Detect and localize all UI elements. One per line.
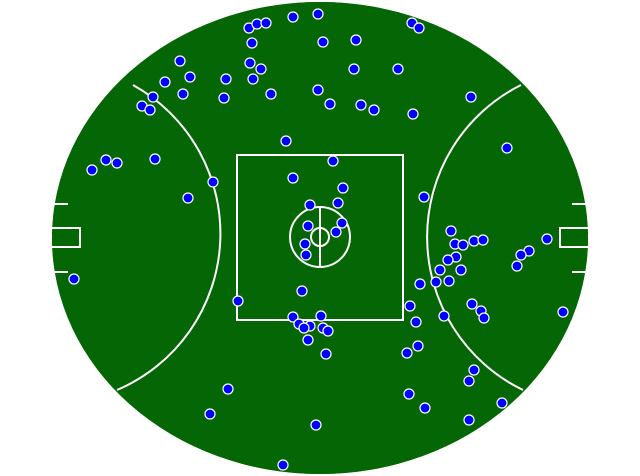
point	[403, 388, 415, 400]
point	[265, 88, 277, 100]
point	[220, 73, 232, 85]
point	[410, 316, 422, 328]
point	[246, 37, 258, 49]
point	[477, 234, 489, 246]
point	[442, 254, 454, 266]
point	[177, 88, 189, 100]
point	[204, 408, 216, 420]
point	[412, 340, 424, 352]
point	[496, 397, 508, 409]
point	[457, 239, 469, 251]
point	[324, 98, 336, 110]
point	[296, 285, 308, 297]
point	[260, 17, 272, 29]
point	[419, 402, 431, 414]
point	[302, 220, 314, 232]
point	[159, 76, 171, 88]
point	[315, 310, 327, 322]
point	[147, 91, 159, 103]
point	[68, 273, 80, 285]
point	[111, 157, 123, 169]
point	[368, 104, 380, 116]
point	[465, 91, 477, 103]
point	[312, 84, 324, 96]
point	[144, 104, 156, 116]
point	[300, 249, 312, 261]
point	[466, 298, 478, 310]
point	[350, 34, 362, 46]
point	[430, 276, 442, 288]
point	[244, 57, 256, 69]
point	[232, 295, 244, 307]
point	[287, 311, 299, 323]
point	[310, 419, 322, 431]
point	[174, 55, 186, 67]
point	[501, 142, 513, 154]
point	[277, 459, 289, 471]
point	[184, 71, 196, 83]
point	[511, 260, 523, 272]
point	[182, 192, 194, 204]
point	[312, 8, 324, 20]
point	[304, 199, 316, 211]
point	[299, 238, 311, 250]
point	[515, 249, 527, 261]
point	[280, 135, 292, 147]
point	[287, 11, 299, 23]
point	[332, 197, 344, 209]
point	[463, 375, 475, 387]
point	[418, 191, 430, 203]
point	[445, 225, 457, 237]
point	[455, 264, 467, 276]
points	[68, 8, 569, 471]
point	[401, 347, 413, 359]
point	[336, 217, 348, 229]
point	[317, 36, 329, 48]
point	[86, 164, 98, 176]
point	[100, 154, 112, 166]
point	[207, 176, 219, 188]
point	[320, 348, 332, 360]
point	[434, 264, 446, 276]
point	[149, 153, 161, 165]
point	[348, 63, 360, 75]
field-lines	[52, 84, 588, 391]
point	[438, 310, 450, 322]
point	[337, 182, 349, 194]
point	[327, 155, 339, 167]
point	[330, 226, 342, 238]
point	[407, 108, 419, 120]
point	[322, 325, 334, 337]
point	[218, 92, 230, 104]
point	[541, 233, 553, 245]
point	[298, 322, 310, 334]
left-arc	[116, 84, 222, 391]
point	[413, 22, 425, 34]
point	[404, 300, 416, 312]
point	[222, 383, 234, 395]
point	[463, 414, 475, 426]
point	[414, 278, 426, 290]
point	[478, 312, 490, 324]
point	[355, 99, 367, 111]
point	[255, 63, 267, 75]
point	[557, 306, 569, 318]
left-posts	[52, 203, 68, 273]
point	[247, 73, 259, 85]
right-goal-square	[559, 227, 588, 248]
right-arc	[426, 84, 524, 391]
right-posts	[572, 203, 588, 273]
left-goal-square	[52, 227, 81, 248]
point	[302, 334, 314, 346]
point	[287, 172, 299, 184]
point	[392, 63, 404, 75]
point	[468, 364, 480, 376]
point	[443, 275, 455, 287]
